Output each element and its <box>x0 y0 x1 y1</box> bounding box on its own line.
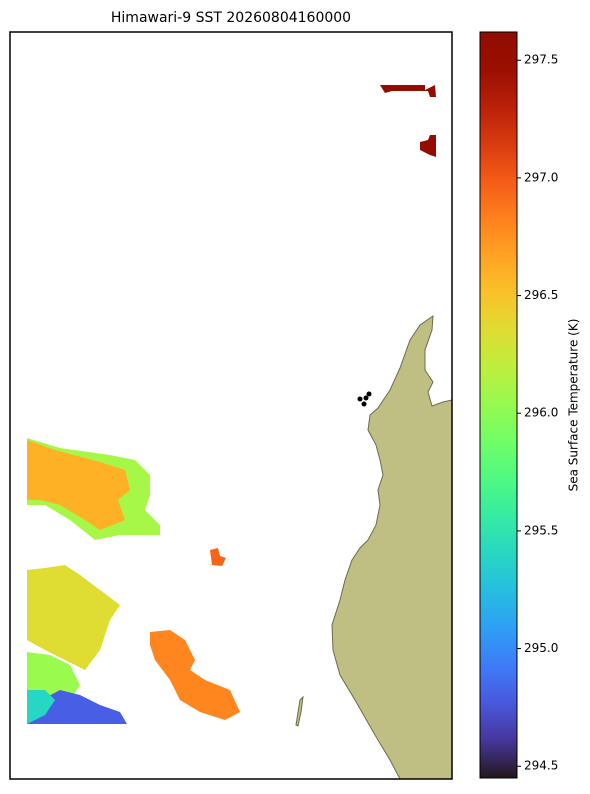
sst-patch <box>27 690 55 724</box>
island <box>295 695 304 727</box>
sst-patch <box>380 85 436 97</box>
sst-patch <box>210 548 226 566</box>
station <box>363 395 369 401</box>
station <box>366 391 372 397</box>
land <box>331 314 453 780</box>
sst-patch <box>27 565 120 670</box>
station <box>357 396 363 402</box>
sst-patch <box>27 440 130 530</box>
colorbar-tick-label: 297.5 <box>524 53 558 67</box>
map-frame <box>9 31 453 780</box>
colorbar-tick-label: 295.0 <box>524 641 558 655</box>
colorbar-tick-label: 296.5 <box>524 288 558 302</box>
title: Himawari-9 SST 20260804160000 <box>111 10 351 26</box>
station <box>361 401 367 407</box>
colorbar-tick-label: 296.0 <box>524 406 558 420</box>
map <box>27 85 453 780</box>
colorbar-tick-label: 297.0 <box>524 170 558 184</box>
colorbar <box>479 31 518 779</box>
colorbar-label: Sea Surface Temperature (K) <box>567 319 581 492</box>
sst-patch <box>150 630 240 720</box>
colorbar-tick-label: 294.5 <box>524 759 558 773</box>
colorbar-tick-label: 295.5 <box>524 523 558 537</box>
sst-patch <box>420 135 436 157</box>
